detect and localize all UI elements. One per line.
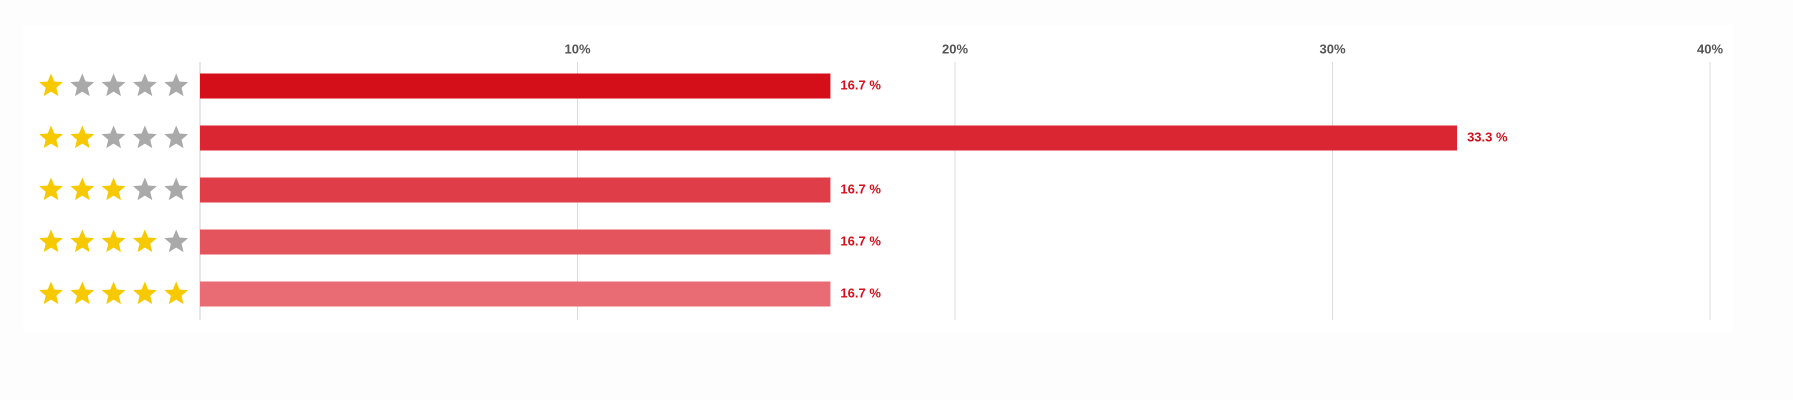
- star: [164, 177, 189, 201]
- star: [133, 281, 157, 305]
- star-rating: [39, 73, 189, 97]
- star: [133, 73, 157, 97]
- value-label: 16.7 %: [840, 77, 881, 92]
- x-tick-label: 40%: [1697, 41, 1723, 56]
- bar: [200, 229, 831, 255]
- star: [133, 229, 157, 253]
- star: [70, 281, 95, 305]
- value-label: 16.7 %: [840, 233, 881, 248]
- value-label: 33.3 %: [1467, 129, 1508, 144]
- x-tick-label: 10%: [564, 41, 590, 56]
- bar: [200, 125, 1458, 151]
- star-rating: [39, 125, 189, 149]
- star: [39, 177, 63, 201]
- star-rating: [39, 281, 189, 305]
- star: [39, 73, 63, 97]
- value-label: 16.7 %: [840, 181, 881, 196]
- star: [39, 229, 63, 253]
- star: [133, 177, 157, 201]
- star: [133, 125, 157, 149]
- star-rating: [39, 177, 189, 201]
- x-tick-label: 20%: [942, 41, 968, 56]
- star: [101, 177, 126, 201]
- star: [164, 281, 189, 305]
- value-label: 16.7 %: [840, 285, 881, 300]
- star: [101, 73, 126, 97]
- star: [101, 281, 126, 305]
- star: [164, 229, 189, 253]
- bar: [200, 281, 831, 307]
- bar: [200, 177, 831, 203]
- star: [39, 281, 63, 305]
- star: [101, 229, 126, 253]
- star: [70, 177, 95, 201]
- x-tick-label: 30%: [1319, 41, 1345, 56]
- star: [70, 73, 95, 97]
- star: [101, 125, 126, 149]
- star: [164, 73, 189, 97]
- star: [164, 125, 189, 149]
- star: [70, 125, 95, 149]
- bar: [200, 73, 831, 99]
- star: [39, 125, 63, 149]
- star: [70, 229, 95, 253]
- star-rating: [39, 229, 189, 253]
